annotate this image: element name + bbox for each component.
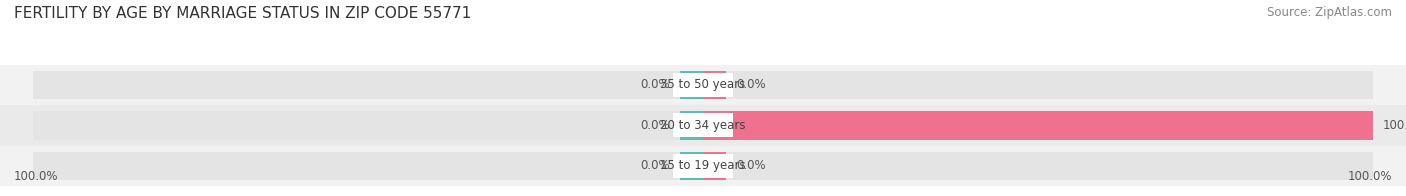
Text: 100.0%: 100.0%: [1382, 119, 1406, 132]
Bar: [679, 71, 703, 99]
Bar: [679, 111, 703, 140]
Bar: [0, 65, 1406, 105]
Text: 0.0%: 0.0%: [640, 78, 669, 91]
Text: FERTILITY BY AGE BY MARRIAGE STATUS IN ZIP CODE 55771: FERTILITY BY AGE BY MARRIAGE STATUS IN Z…: [14, 6, 471, 21]
Bar: [703, 111, 1372, 140]
Bar: [34, 111, 1372, 140]
Text: 0.0%: 0.0%: [640, 160, 669, 172]
Bar: [703, 111, 727, 140]
Bar: [0, 146, 1406, 186]
Text: 100.0%: 100.0%: [14, 170, 59, 183]
Bar: [34, 71, 1372, 99]
Bar: [679, 152, 703, 180]
Bar: [673, 154, 733, 178]
Text: 20 to 34 years: 20 to 34 years: [661, 119, 745, 132]
Text: Source: ZipAtlas.com: Source: ZipAtlas.com: [1267, 6, 1392, 19]
Bar: [34, 152, 1372, 180]
Bar: [0, 105, 1406, 146]
Text: 0.0%: 0.0%: [737, 78, 766, 91]
Text: 100.0%: 100.0%: [1347, 170, 1392, 183]
Text: 35 to 50 years: 35 to 50 years: [661, 78, 745, 91]
Bar: [703, 152, 727, 180]
Bar: [673, 73, 733, 97]
Text: 0.0%: 0.0%: [640, 119, 669, 132]
Text: 0.0%: 0.0%: [737, 160, 766, 172]
Text: 15 to 19 years: 15 to 19 years: [661, 160, 745, 172]
Bar: [673, 113, 733, 137]
Bar: [703, 71, 727, 99]
